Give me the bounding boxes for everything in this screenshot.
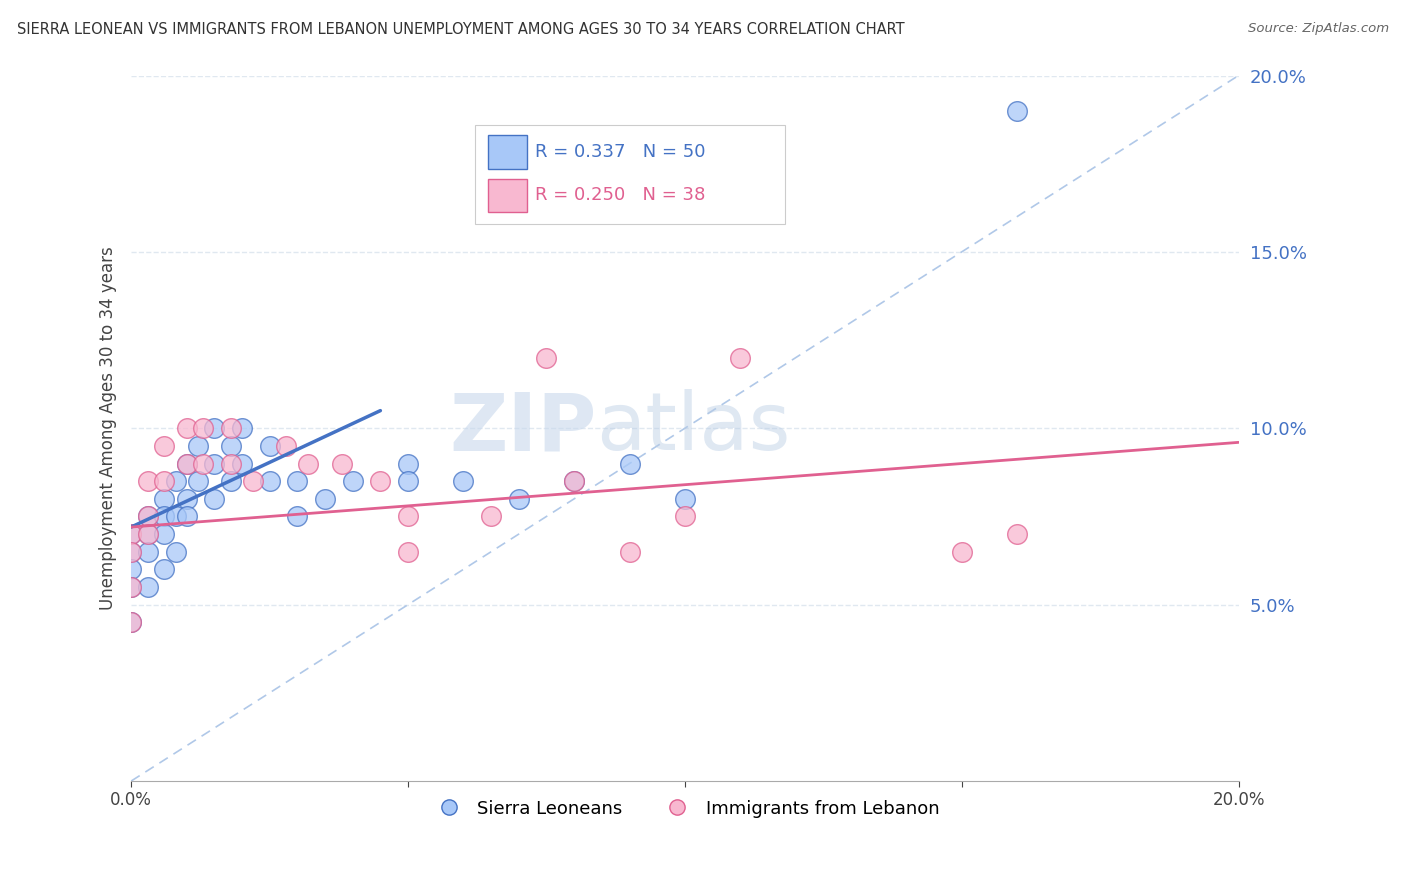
Point xyxy=(285,474,308,488)
Point xyxy=(219,421,242,435)
Point xyxy=(202,457,225,471)
Point xyxy=(342,474,364,488)
Point xyxy=(562,474,585,488)
Point xyxy=(242,474,264,488)
Point xyxy=(176,509,198,524)
Point xyxy=(276,439,298,453)
Point xyxy=(202,421,225,435)
Point xyxy=(453,474,475,488)
Point xyxy=(120,615,142,630)
Bar xyxy=(488,178,527,212)
Point xyxy=(120,580,142,594)
Point xyxy=(176,457,198,471)
Point xyxy=(153,439,176,453)
Point xyxy=(120,545,142,559)
Point xyxy=(120,545,142,559)
Point xyxy=(120,527,142,541)
Point xyxy=(508,491,530,506)
Point xyxy=(187,474,209,488)
Point xyxy=(153,509,176,524)
Point xyxy=(187,439,209,453)
Point xyxy=(165,509,187,524)
Point xyxy=(176,491,198,506)
Point xyxy=(562,474,585,488)
Point xyxy=(259,474,281,488)
Point xyxy=(153,491,176,506)
Point xyxy=(330,457,353,471)
Point xyxy=(231,457,253,471)
Point xyxy=(396,545,419,559)
Point xyxy=(136,527,159,541)
Text: Source: ZipAtlas.com: Source: ZipAtlas.com xyxy=(1249,22,1389,36)
Text: ZIP: ZIP xyxy=(449,389,596,467)
Point xyxy=(479,509,502,524)
Text: R = 0.250   N = 38: R = 0.250 N = 38 xyxy=(536,186,706,204)
Point xyxy=(120,580,142,594)
Point xyxy=(176,421,198,435)
Point xyxy=(259,439,281,453)
Point xyxy=(619,457,641,471)
Legend: Sierra Leoneans, Immigrants from Lebanon: Sierra Leoneans, Immigrants from Lebanon xyxy=(423,792,946,825)
Point xyxy=(673,491,696,506)
Point xyxy=(1005,527,1028,541)
Point xyxy=(165,474,187,488)
Point xyxy=(120,615,142,630)
Point xyxy=(219,439,242,453)
Point xyxy=(396,474,419,488)
Point xyxy=(202,491,225,506)
Point xyxy=(120,562,142,576)
Text: SIERRA LEONEAN VS IMMIGRANTS FROM LEBANON UNEMPLOYMENT AMONG AGES 30 TO 34 YEARS: SIERRA LEONEAN VS IMMIGRANTS FROM LEBANO… xyxy=(17,22,904,37)
Point xyxy=(193,421,215,435)
Point xyxy=(619,545,641,559)
Point xyxy=(285,509,308,524)
Point xyxy=(219,474,242,488)
Point xyxy=(370,474,392,488)
Point xyxy=(314,491,336,506)
Point xyxy=(136,474,159,488)
Point xyxy=(396,509,419,524)
Point xyxy=(728,351,751,365)
Point xyxy=(136,527,159,541)
Y-axis label: Unemployment Among Ages 30 to 34 years: Unemployment Among Ages 30 to 34 years xyxy=(100,246,117,610)
Point xyxy=(120,527,142,541)
Point xyxy=(297,457,319,471)
Text: atlas: atlas xyxy=(596,389,790,467)
Point xyxy=(536,351,558,365)
Point xyxy=(136,545,159,559)
Point xyxy=(176,457,198,471)
Point xyxy=(165,545,187,559)
Text: R = 0.337   N = 50: R = 0.337 N = 50 xyxy=(536,143,706,161)
Point xyxy=(136,580,159,594)
Point xyxy=(673,509,696,524)
Point xyxy=(396,457,419,471)
Point xyxy=(950,545,973,559)
Bar xyxy=(488,135,527,169)
Point xyxy=(153,474,176,488)
Point xyxy=(193,457,215,471)
Point xyxy=(1005,103,1028,118)
Point xyxy=(153,562,176,576)
FancyBboxPatch shape xyxy=(474,125,785,224)
Point xyxy=(136,509,159,524)
Point xyxy=(231,421,253,435)
Point xyxy=(153,527,176,541)
Point xyxy=(136,509,159,524)
Point xyxy=(219,457,242,471)
